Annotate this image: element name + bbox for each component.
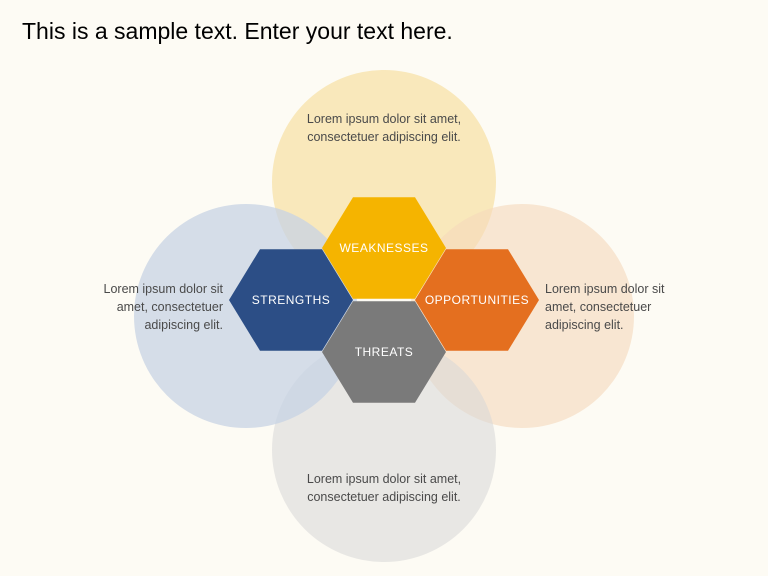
desc-opportunities: Lorem ipsum dolor sit amet, consectetuer…: [545, 280, 675, 334]
hex-label: THREATS: [355, 345, 414, 359]
hex-label: STRENGTHS: [252, 293, 331, 307]
desc-strengths: Lorem ipsum dolor sit amet, consectetuer…: [93, 280, 223, 334]
desc-threats: Lorem ipsum dolor sit amet, consectetuer…: [274, 470, 494, 506]
swot-diagram: WEAKNESSES OPPORTUNITIES THREATS STRENGT…: [0, 0, 768, 576]
hex-label: OPPORTUNITIES: [425, 293, 529, 307]
desc-weaknesses: Lorem ipsum dolor sit amet, consectetuer…: [284, 110, 484, 146]
hex-label: WEAKNESSES: [339, 241, 428, 255]
